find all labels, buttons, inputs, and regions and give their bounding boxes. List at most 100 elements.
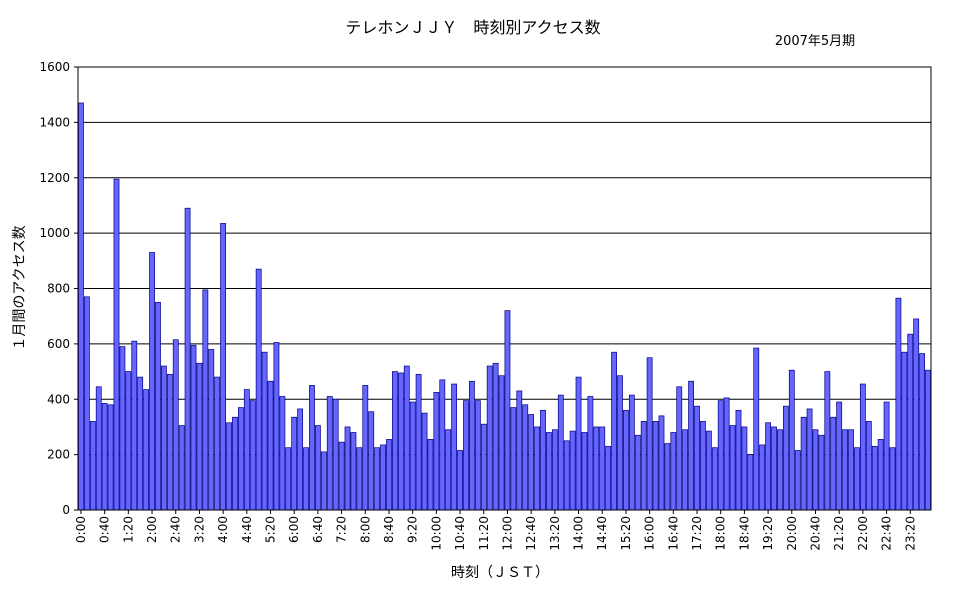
x-tick-label: 4:40 bbox=[240, 516, 254, 543]
x-tick-label: 1:20 bbox=[121, 516, 135, 543]
y-tick-label: 1600 bbox=[39, 60, 70, 74]
bar bbox=[806, 408, 813, 511]
bar bbox=[771, 426, 777, 511]
bar bbox=[818, 434, 825, 511]
bar bbox=[516, 390, 523, 511]
x-tick-label: 8:00 bbox=[358, 516, 372, 543]
bar bbox=[865, 421, 872, 511]
x-tick-label: 0:00 bbox=[74, 516, 88, 543]
bar bbox=[658, 415, 665, 511]
bar bbox=[812, 429, 819, 511]
bar bbox=[747, 454, 754, 511]
bar bbox=[202, 289, 209, 511]
bar bbox=[95, 386, 102, 511]
bar bbox=[628, 394, 635, 511]
gridlines bbox=[78, 121, 931, 456]
y-tick-label: 1400 bbox=[39, 115, 70, 129]
bar bbox=[510, 407, 517, 511]
bar bbox=[925, 369, 931, 511]
bar bbox=[569, 430, 576, 511]
bar bbox=[297, 408, 304, 511]
x-tick-label: 7:20 bbox=[335, 516, 349, 543]
bar bbox=[243, 389, 250, 511]
bar bbox=[101, 403, 108, 511]
bar bbox=[824, 371, 831, 511]
bar bbox=[871, 445, 878, 511]
bar bbox=[273, 342, 280, 511]
bar bbox=[356, 447, 363, 511]
bar bbox=[486, 365, 493, 511]
bar bbox=[326, 396, 333, 511]
bar bbox=[528, 414, 535, 511]
y-tick-label: 0 bbox=[62, 503, 70, 517]
x-tick-label: 12:40 bbox=[524, 516, 538, 551]
bar bbox=[913, 318, 920, 511]
bar bbox=[587, 396, 594, 511]
x-tick-label: 2:00 bbox=[145, 516, 159, 543]
bar bbox=[166, 373, 173, 511]
bar bbox=[534, 426, 540, 511]
bar bbox=[504, 310, 511, 511]
bar bbox=[859, 383, 866, 511]
y-tick-label: 1200 bbox=[39, 171, 70, 185]
bar bbox=[178, 425, 185, 511]
bar bbox=[557, 394, 564, 511]
bar bbox=[782, 405, 789, 511]
bar bbox=[575, 376, 582, 511]
x-tick-label: 14:00 bbox=[572, 516, 586, 551]
bar bbox=[279, 396, 286, 511]
bar bbox=[392, 371, 398, 511]
bar bbox=[415, 373, 422, 511]
x-axis-ticks: 0:00 0:40 1:20 2:00 2:40 3:20 4:00 4:40 5:20 6:00… bbox=[74, 510, 917, 551]
bar bbox=[599, 426, 606, 511]
bar bbox=[137, 376, 144, 511]
x-tick-label: 21:20 bbox=[832, 516, 846, 551]
bar bbox=[788, 369, 795, 511]
bar bbox=[907, 333, 914, 511]
bar bbox=[238, 407, 244, 511]
bar bbox=[605, 445, 612, 511]
bar bbox=[309, 385, 315, 511]
bar bbox=[717, 400, 724, 511]
bar bbox=[172, 339, 179, 511]
bar bbox=[794, 450, 801, 511]
bar bbox=[255, 268, 262, 511]
bar bbox=[883, 401, 890, 511]
bar bbox=[439, 379, 446, 511]
bar bbox=[854, 447, 860, 511]
bar bbox=[427, 439, 434, 511]
bar bbox=[759, 444, 766, 511]
x-tick-label: 13:20 bbox=[548, 516, 562, 551]
bar bbox=[83, 296, 90, 511]
bar bbox=[634, 434, 641, 511]
bar bbox=[765, 422, 771, 511]
bar bbox=[480, 423, 487, 511]
bar bbox=[617, 375, 623, 511]
bar bbox=[741, 426, 748, 511]
x-tick-label: 14:40 bbox=[595, 516, 609, 551]
bar bbox=[711, 447, 718, 511]
bar bbox=[362, 385, 369, 511]
bar bbox=[546, 432, 552, 511]
bar bbox=[368, 411, 375, 511]
bar bbox=[208, 349, 215, 511]
bar bbox=[232, 416, 238, 511]
bar bbox=[214, 376, 221, 511]
bar bbox=[226, 422, 232, 511]
bar bbox=[492, 362, 499, 511]
x-tick-label: 12:00 bbox=[500, 516, 514, 551]
bar bbox=[161, 365, 167, 511]
bar bbox=[611, 351, 617, 511]
bar bbox=[836, 401, 843, 511]
chart-title: テレホンＪＪＹ 時刻別アクセス数 bbox=[345, 18, 600, 37]
bar bbox=[688, 380, 694, 511]
bar bbox=[753, 347, 760, 511]
x-tick-label: 22:40 bbox=[880, 516, 894, 551]
x-tick-label: 18:00 bbox=[714, 516, 728, 551]
bar bbox=[338, 441, 345, 511]
bar bbox=[249, 400, 256, 511]
bar bbox=[78, 102, 84, 511]
x-tick-label: 20:40 bbox=[808, 516, 822, 551]
bar bbox=[640, 421, 647, 511]
